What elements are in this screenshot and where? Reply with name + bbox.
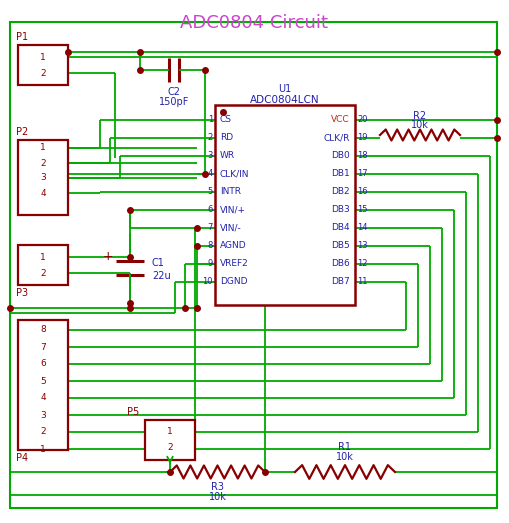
Text: AGND: AGND bbox=[220, 242, 247, 251]
Text: 2: 2 bbox=[40, 268, 46, 278]
Text: R2: R2 bbox=[413, 111, 427, 121]
Text: 5: 5 bbox=[40, 377, 46, 385]
Bar bbox=[18, 245, 68, 285]
Text: 20: 20 bbox=[357, 116, 367, 124]
Text: 10: 10 bbox=[203, 278, 213, 287]
Text: P5: P5 bbox=[127, 407, 139, 417]
Text: 8: 8 bbox=[40, 325, 46, 335]
Text: P4: P4 bbox=[16, 453, 28, 463]
Text: CLK/R: CLK/R bbox=[324, 133, 350, 142]
Text: RD: RD bbox=[220, 133, 233, 142]
Text: 2: 2 bbox=[40, 158, 46, 167]
Text: 1: 1 bbox=[40, 253, 46, 262]
Text: 3: 3 bbox=[208, 152, 213, 161]
Text: 1: 1 bbox=[208, 116, 213, 124]
Text: DB0: DB0 bbox=[331, 152, 350, 161]
Text: 11: 11 bbox=[357, 278, 367, 287]
Text: DB3: DB3 bbox=[331, 206, 350, 214]
Text: DGND: DGND bbox=[220, 278, 247, 287]
Text: INTR: INTR bbox=[220, 188, 241, 197]
Text: 17: 17 bbox=[357, 169, 367, 178]
Text: 12: 12 bbox=[357, 259, 367, 268]
Text: P3: P3 bbox=[16, 288, 28, 298]
Text: 15: 15 bbox=[357, 206, 367, 214]
Text: 4: 4 bbox=[40, 393, 46, 403]
Text: ADC0804 Circuit: ADC0804 Circuit bbox=[180, 14, 328, 32]
Text: U1: U1 bbox=[278, 84, 292, 94]
Text: 2: 2 bbox=[167, 444, 173, 452]
Text: 18: 18 bbox=[357, 152, 367, 161]
Text: 8: 8 bbox=[208, 242, 213, 251]
Text: 13: 13 bbox=[357, 242, 367, 251]
Text: 10k: 10k bbox=[411, 120, 429, 130]
Text: 10k: 10k bbox=[209, 492, 227, 502]
Text: 4: 4 bbox=[208, 169, 213, 178]
Text: DB4: DB4 bbox=[331, 223, 350, 233]
Bar bbox=[18, 140, 68, 215]
Text: 6: 6 bbox=[208, 206, 213, 214]
Bar bbox=[18, 320, 68, 450]
Text: 5: 5 bbox=[208, 188, 213, 197]
Text: 1: 1 bbox=[40, 143, 46, 153]
Text: 1: 1 bbox=[40, 445, 46, 453]
Text: 22u: 22u bbox=[152, 271, 171, 281]
Text: DB6: DB6 bbox=[331, 259, 350, 268]
Text: DB2: DB2 bbox=[331, 188, 350, 197]
Text: WR: WR bbox=[220, 152, 235, 161]
Text: 2: 2 bbox=[40, 427, 46, 437]
Text: P2: P2 bbox=[16, 127, 29, 137]
Text: ADC0804LCN: ADC0804LCN bbox=[250, 95, 320, 105]
Text: VREF2: VREF2 bbox=[220, 259, 249, 268]
Text: 16: 16 bbox=[357, 188, 367, 197]
Text: DB1: DB1 bbox=[331, 169, 350, 178]
Text: 4: 4 bbox=[40, 188, 46, 198]
Text: DB5: DB5 bbox=[331, 242, 350, 251]
Text: DB7: DB7 bbox=[331, 278, 350, 287]
Text: VIN/-: VIN/- bbox=[220, 223, 242, 233]
Text: CLK/IN: CLK/IN bbox=[220, 169, 249, 178]
Bar bbox=[215, 105, 355, 305]
Text: C1: C1 bbox=[152, 258, 165, 268]
Text: P1: P1 bbox=[16, 32, 28, 42]
Text: R3: R3 bbox=[211, 482, 224, 492]
Text: 6: 6 bbox=[40, 359, 46, 369]
Text: 1: 1 bbox=[40, 52, 46, 62]
Text: 7: 7 bbox=[40, 343, 46, 351]
Text: 19: 19 bbox=[357, 133, 367, 142]
Text: C2: C2 bbox=[167, 87, 181, 97]
Text: CS: CS bbox=[220, 116, 232, 124]
Text: 2: 2 bbox=[40, 69, 46, 77]
Text: 2: 2 bbox=[208, 133, 213, 142]
Bar bbox=[18, 45, 68, 85]
Text: 7: 7 bbox=[208, 223, 213, 233]
Text: VCC: VCC bbox=[331, 116, 350, 124]
Bar bbox=[145, 420, 195, 460]
Text: 3: 3 bbox=[40, 174, 46, 183]
Text: 1: 1 bbox=[167, 427, 173, 437]
Text: VIN/+: VIN/+ bbox=[220, 206, 246, 214]
Text: +: + bbox=[103, 249, 114, 263]
Text: R1: R1 bbox=[338, 442, 352, 452]
Text: 150pF: 150pF bbox=[159, 97, 189, 107]
Text: 9: 9 bbox=[208, 259, 213, 268]
Text: 3: 3 bbox=[40, 411, 46, 419]
Text: 10k: 10k bbox=[336, 452, 354, 462]
Text: 14: 14 bbox=[357, 223, 367, 233]
